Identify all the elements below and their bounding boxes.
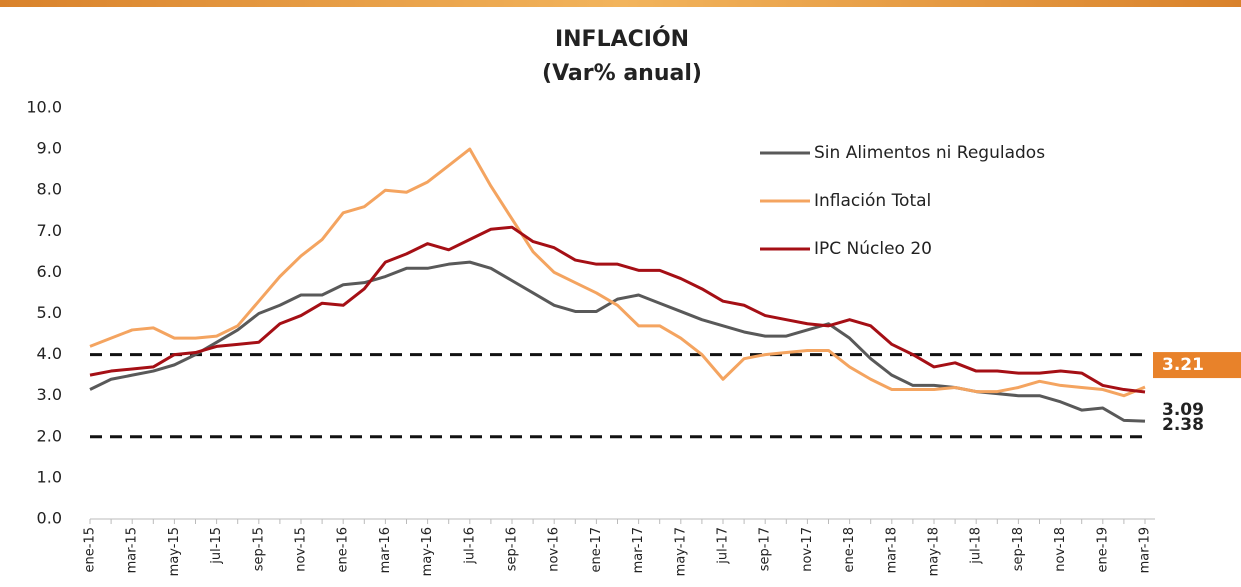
y-tick-label: 6.0	[37, 262, 62, 281]
x-tick-label: may-18	[927, 527, 942, 576]
x-tick-label: jul-16	[462, 527, 477, 565]
x-tick-label: ene-17	[589, 527, 604, 572]
end-label: 2.38	[1162, 415, 1204, 435]
end-label-box	[1153, 352, 1241, 379]
y-tick-label: 10.0	[26, 98, 62, 117]
x-tick-label: nov-16	[547, 527, 562, 572]
x-tick-label: ene-18	[842, 527, 857, 572]
series-line	[89, 147, 1146, 398]
x-tick-label: sep-15	[251, 527, 266, 571]
x-tick-label: may-15	[167, 527, 182, 576]
x-tick-label: sep-16	[505, 527, 520, 571]
end-label: 3.09	[1162, 400, 1204, 420]
legend-label: Inflación Total	[814, 191, 931, 211]
y-tick-label: 8.0	[37, 180, 62, 199]
y-tick-label: 9.0	[37, 139, 62, 158]
chart-subtitle: (Var% anual)	[542, 61, 702, 86]
x-tick-label: nov-17	[800, 527, 815, 572]
y-tick-label: 3.0	[37, 385, 62, 404]
x-tick-label: mar-19	[1138, 527, 1153, 573]
x-tick-label: sep-18	[1011, 527, 1026, 571]
x-tick-label: jul-15	[209, 527, 224, 565]
y-tick-label: 2.0	[37, 426, 62, 445]
chart-title: INFLACIÓN	[555, 26, 689, 52]
y-tick-label: 0.0	[37, 509, 62, 528]
series-line	[89, 260, 1146, 423]
end-label: 3.21	[1162, 355, 1204, 375]
x-tick-label: jul-17	[716, 527, 731, 565]
y-tick-label: 7.0	[37, 221, 62, 240]
series-line	[89, 225, 1146, 394]
y-tick-label: 1.0	[37, 467, 62, 486]
x-tick-label: sep-17	[758, 527, 773, 571]
x-tick-label: may-16	[420, 527, 435, 576]
x-tick-label: mar-16	[378, 527, 393, 573]
x-tick-label: may-17	[673, 527, 688, 576]
x-tick-label: ene-16	[336, 527, 351, 572]
x-tick-label: mar-17	[631, 527, 646, 573]
top-bar	[0, 0, 1241, 7]
x-tick-label: mar-18	[884, 527, 899, 573]
x-tick-label: ene-19	[1095, 527, 1110, 572]
y-tick-label: 5.0	[37, 303, 62, 322]
y-tick-label: 4.0	[37, 344, 62, 363]
x-tick-label: nov-15	[294, 527, 309, 572]
x-tick-label: nov-18	[1053, 527, 1068, 572]
x-tick-label: ene-15	[83, 527, 98, 572]
x-tick-label: jul-18	[969, 527, 984, 565]
x-tick-label: mar-15	[125, 527, 140, 573]
legend-label: Sin Alimentos ni Regulados	[814, 143, 1045, 163]
legend-label: IPC Núcleo 20	[814, 239, 932, 259]
